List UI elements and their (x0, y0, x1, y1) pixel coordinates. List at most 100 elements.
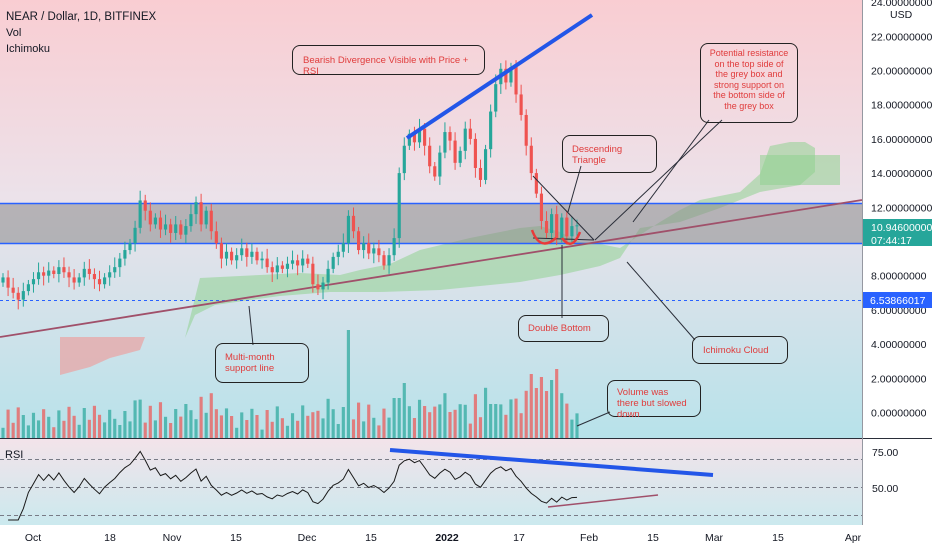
time-axis[interactable]: Oct 18 Nov 15 Dec 15 2022 17 Feb 15 Mar 15 Apr (25, 532, 862, 544)
double-bottom-marker-2 (560, 231, 582, 245)
candle-body (255, 251, 259, 261)
candle-body (448, 132, 452, 141)
time-tick-label: Dec (298, 532, 317, 544)
volume-indicator-label[interactable]: Vol (6, 27, 22, 39)
candle-body (539, 193, 544, 221)
volume-bar (489, 404, 493, 438)
price-tick-label: 14.00000000 (871, 168, 932, 180)
ichimoku-indicator-label[interactable]: Ichimoku (6, 43, 51, 55)
chart-legend: NEAR / Dollar, 1D, BITFINEX Vol Ichimoku (6, 9, 156, 57)
volume-bar (189, 410, 193, 438)
candle-body (524, 114, 528, 146)
volume-bar (219, 415, 223, 438)
rsi-tick-label: 50.00 (872, 483, 898, 495)
candle-body (367, 243, 371, 254)
candle-body (468, 128, 472, 139)
volume-bar (72, 415, 76, 438)
candle-body (331, 256, 335, 269)
candle-body (575, 225, 579, 227)
annotation-resistance[interactable]: Potential resistance on the top side of … (700, 43, 798, 123)
time-tick-label: 15 (772, 532, 784, 544)
price-tick-label: 2.00000000 (871, 373, 927, 385)
candle-body (275, 265, 279, 273)
volume-bar (331, 409, 335, 438)
volume-bar (428, 412, 432, 438)
candle-body (82, 268, 86, 278)
volume-bar (26, 425, 30, 438)
volume-bar (163, 416, 168, 438)
volume-bar (438, 404, 442, 438)
candle-body (1, 277, 5, 283)
annotation-triangle[interactable]: Descending Triangle (562, 135, 657, 173)
candle-body (97, 279, 102, 285)
volume-bar (478, 417, 483, 438)
volume-bar (250, 408, 254, 438)
candle-body (321, 282, 325, 290)
candle-body (265, 258, 269, 268)
volume-bar (214, 409, 218, 438)
volume-bar (265, 410, 269, 438)
volume-bar (509, 399, 513, 438)
volume-bar (6, 409, 10, 438)
candle-body (204, 210, 208, 225)
rsi-line (8, 450, 578, 521)
time-tick-label: Feb (580, 532, 598, 544)
candle-body (438, 152, 442, 177)
rsi-axis[interactable]: 75.00 50.00 (872, 447, 898, 495)
candle-body (92, 273, 97, 280)
candle-body (285, 263, 290, 269)
double-bottom-marker-1 (530, 229, 557, 245)
volume-bar (321, 418, 325, 438)
candle-body (280, 265, 284, 269)
annotation-cloud[interactable]: Ichimoku Cloud (692, 336, 788, 364)
rsi-indicator-label[interactable]: RSI (5, 449, 24, 461)
volume-bar (550, 380, 554, 438)
volume-bar (67, 406, 71, 438)
price-tick-label: 12.00000000 (871, 202, 932, 214)
symbol-title[interactable]: NEAR / Dollar, 1D, BITFINEX (6, 11, 157, 23)
candle-body (199, 202, 203, 225)
candle-body (387, 255, 391, 266)
volume-bar (529, 374, 533, 438)
volume-bar (148, 405, 152, 438)
volume-bar (82, 408, 86, 438)
callout-line-volume (576, 411, 611, 427)
volume-bar (468, 423, 472, 438)
candle-body (428, 145, 432, 167)
candle-body (306, 258, 310, 264)
annotation-support-line[interactable]: Multi-month support line (215, 343, 309, 383)
volume-bar (97, 414, 102, 438)
volume-bar (123, 411, 127, 438)
candle-body (407, 133, 411, 146)
candle-body (72, 277, 76, 283)
volume-bar (47, 416, 51, 438)
candle-body (336, 251, 340, 257)
annotation-divergence[interactable]: Bearish Divergence Visible with Price + … (292, 45, 485, 77)
callout-line-support (248, 305, 254, 346)
candle-body (372, 248, 376, 254)
candle-body (67, 272, 71, 278)
volume-bar (417, 399, 422, 438)
annotation-volume[interactable]: Volume was there but slowed down (607, 380, 701, 420)
candle-body (458, 150, 462, 163)
annotation-double-bottom[interactable]: Double Bottom (518, 315, 609, 342)
candle-body (565, 217, 569, 237)
candle-body (311, 263, 315, 285)
volume-bar (77, 424, 81, 438)
volume-bar (336, 424, 340, 438)
candle-body (148, 210, 152, 225)
candle-body (514, 67, 518, 95)
candle-body (296, 260, 300, 266)
candle-body (42, 272, 46, 276)
price-tick-label: 24.00000000 (871, 0, 932, 9)
rsi-lower-high-trendline (389, 448, 714, 477)
volume-bar (87, 419, 91, 438)
volume-bar (351, 419, 356, 438)
volume-bar (357, 402, 361, 438)
candle-body (392, 238, 396, 256)
support-price-tag (863, 292, 932, 308)
volume-bar (235, 427, 239, 438)
time-tick-label: 2022 (435, 532, 459, 544)
candle-body (169, 224, 173, 233)
